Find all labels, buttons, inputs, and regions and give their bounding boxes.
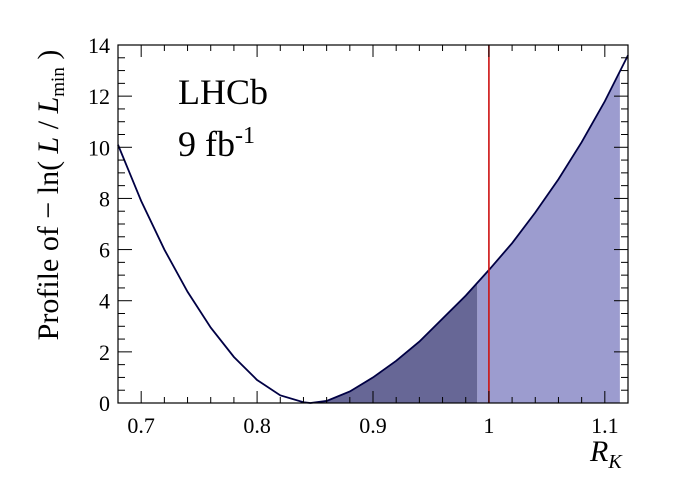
y-tick-label: 12	[88, 84, 110, 109]
y-axis: 0 2 4 6 8 10 12 14	[88, 33, 628, 416]
y-axis-label-l: L	[32, 137, 65, 155]
x-axis-label-main: R	[589, 435, 608, 468]
y-tick-label: 10	[88, 135, 110, 160]
interval-band-2	[477, 71, 620, 403]
interval-band-1	[310, 282, 478, 403]
x-tick-label: 0.8	[243, 413, 271, 438]
x-axis-label-sub: K	[607, 451, 623, 473]
x-tick-label: 0.7	[127, 413, 155, 438]
luminosity-value: 9 fb	[178, 124, 235, 164]
y-tick-label: 14	[88, 33, 110, 58]
x-tick-label: 1	[483, 413, 494, 438]
y-tick-label: 2	[99, 340, 110, 365]
y-axis-label-sep: /	[32, 113, 65, 136]
y-tick-label: 4	[99, 289, 110, 314]
x-axis-label: RK	[589, 435, 623, 473]
profile-curve	[117, 54, 629, 404]
y-axis-label-sub: min	[48, 67, 69, 97]
interval-bands	[310, 71, 620, 403]
luminosity-label: 9 fb-1	[178, 123, 255, 164]
y-tick-label: 6	[99, 238, 110, 263]
x-tick-label: 0.9	[359, 413, 387, 438]
x-tick-label: 1.1	[591, 413, 619, 438]
y-axis-label: Profile of − ln( L / Lmin )	[32, 50, 69, 341]
y-axis-label-prefix: Profile of − ln(	[32, 153, 65, 340]
x-axis: 0.7 0.8 0.9 1 1.1	[117, 45, 629, 438]
y-tick-label: 0	[99, 391, 110, 416]
y-axis-label-suffix: )	[32, 50, 65, 68]
experiment-label: LHCb	[178, 72, 268, 112]
y-axis-label-lmin: L	[32, 97, 65, 115]
luminosity-exponent: -1	[235, 123, 255, 149]
y-tick-label: 8	[99, 186, 110, 211]
